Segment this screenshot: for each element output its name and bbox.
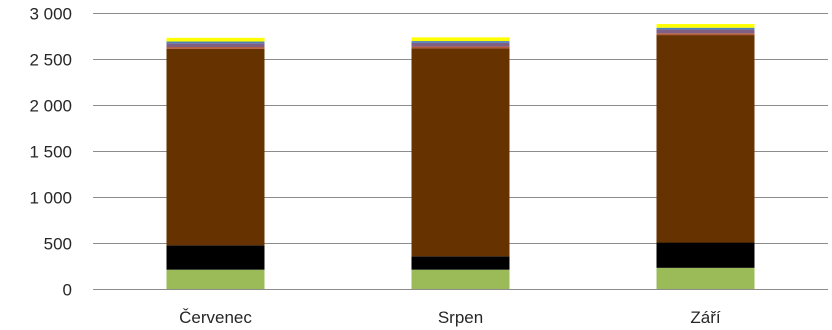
bar-segment (166, 48, 265, 246)
bar-segment (656, 267, 755, 289)
x-axis-category-labels: Červenec Srpen Září (179, 308, 721, 327)
y-tick-label: 1 500 (29, 143, 72, 162)
y-tick-label: 3 000 (29, 5, 72, 24)
y-tick-label: 0 (63, 281, 72, 300)
bar-segment (166, 37, 265, 42)
bar-segment (411, 256, 510, 270)
bar-segment (411, 41, 510, 43)
bar-segment (166, 269, 265, 289)
bar-segment (411, 37, 510, 42)
bar-segment (411, 269, 510, 289)
y-tick-label: 2 500 (29, 51, 72, 70)
bar-segment (656, 29, 755, 34)
bar-segment (411, 46, 510, 49)
bar-segment (656, 242, 755, 268)
y-tick-label: 1 000 (29, 189, 72, 208)
bar-segment (411, 48, 510, 257)
x-category-label: Červenec (179, 308, 252, 327)
bar-segment (656, 24, 755, 28)
bar-segment (656, 35, 755, 243)
y-axis-tick-labels: 0 500 1 000 1 500 2 000 2 500 3 000 (29, 5, 72, 300)
bar-segment (656, 33, 755, 36)
bar-segment (166, 43, 265, 48)
bar-segment (166, 47, 265, 49)
bar-segment (166, 245, 265, 270)
bar-segment (166, 41, 265, 44)
y-tick-label: 2 000 (29, 97, 72, 116)
bars (166, 24, 755, 289)
bar-segment (411, 42, 510, 47)
x-category-label: Září (690, 308, 721, 327)
x-category-label: Srpen (438, 308, 483, 327)
y-tick-label: 500 (44, 235, 72, 254)
bar-segment (656, 27, 755, 30)
